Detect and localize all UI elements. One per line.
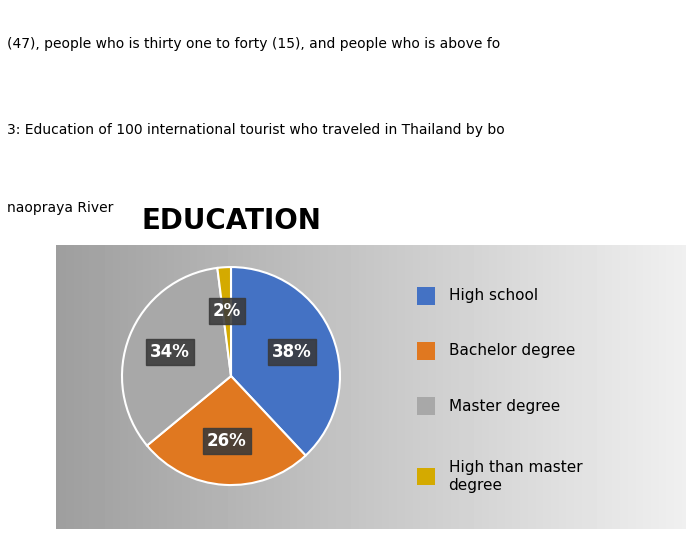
Bar: [416, 342, 435, 360]
Text: naopraya River: naopraya River: [7, 201, 113, 215]
Text: Master degree: Master degree: [449, 398, 560, 414]
Text: 3: Education of 100 international tourist who traveled in Thailand by bo: 3: Education of 100 international touris…: [7, 123, 505, 137]
Text: 34%: 34%: [150, 343, 190, 361]
Text: 2%: 2%: [213, 302, 241, 320]
Wedge shape: [122, 268, 231, 445]
Text: 38%: 38%: [272, 343, 312, 361]
Bar: [416, 397, 435, 415]
Text: High than master
degree: High than master degree: [449, 460, 582, 493]
Bar: [416, 468, 435, 485]
Bar: [416, 287, 435, 305]
Text: (47), people who is thirty one to forty (15), and people who is above fo: (47), people who is thirty one to forty …: [7, 37, 500, 51]
Wedge shape: [147, 376, 306, 485]
Text: 26%: 26%: [207, 432, 247, 450]
Text: High school: High school: [449, 288, 538, 304]
Wedge shape: [217, 267, 231, 376]
Text: Bachelor degree: Bachelor degree: [449, 343, 575, 359]
Title: EDUCATION: EDUCATION: [141, 207, 321, 235]
Wedge shape: [231, 267, 340, 456]
